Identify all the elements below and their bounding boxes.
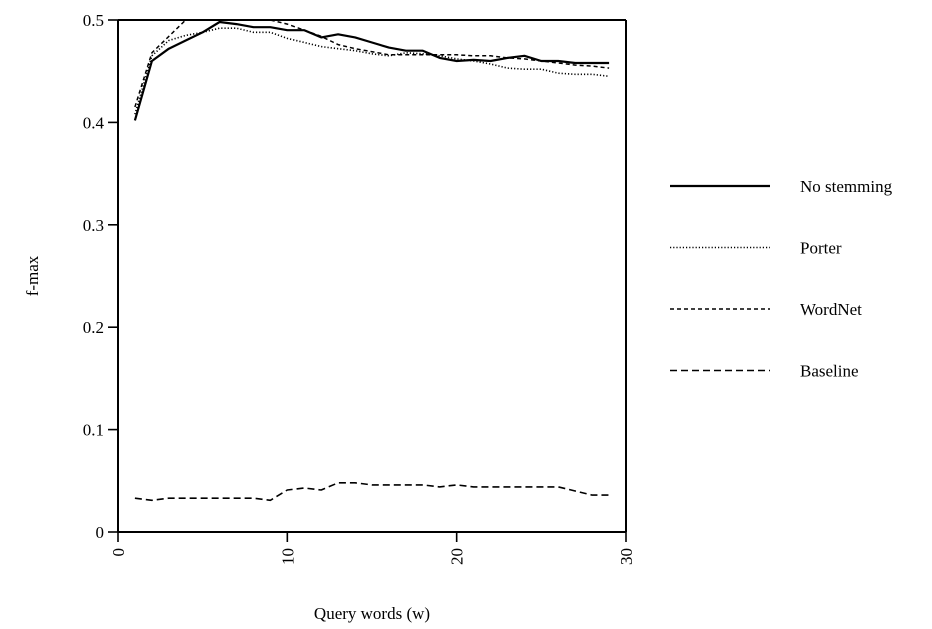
series-line-baseline xyxy=(134,481,610,502)
series-line-porter xyxy=(134,27,610,115)
legend-label: WordNet xyxy=(800,300,862,319)
legend-label: Baseline xyxy=(800,362,859,381)
x-tick-label: 20 xyxy=(448,548,467,565)
series-layer xyxy=(133,19,610,502)
legend-item-porter: Porter xyxy=(670,239,842,258)
x-tick-label: 0 xyxy=(109,548,128,557)
x-tick-label: 30 xyxy=(617,548,636,565)
y-axis-label: f-max xyxy=(23,255,42,296)
y-tick-label: 0.4 xyxy=(83,113,105,132)
y-tick-label: 0.1 xyxy=(83,421,104,440)
series-line-no-stemming xyxy=(133,20,610,121)
legend-item-no-stemming: No stemming xyxy=(670,177,893,196)
legend: No stemming Porter WordNet Baseline xyxy=(670,177,893,381)
y-tick-label: 0.2 xyxy=(83,318,104,337)
legend-item-wordnet: WordNet xyxy=(670,300,862,319)
legend-label: Porter xyxy=(800,239,842,258)
x-axis-label: Query words (w) xyxy=(314,604,430,623)
tick-layer: 0 0.1 0.2 0.3 0.4 0.5 0 10 20 30 xyxy=(83,11,636,565)
y-tick-label: 0 xyxy=(96,523,105,542)
y-tick-label: 0.5 xyxy=(83,11,104,30)
legend-label: No stemming xyxy=(800,177,893,196)
y-tick-label: 0.3 xyxy=(83,216,104,235)
series-line-wordnet xyxy=(134,19,610,108)
x-tick-label: 10 xyxy=(278,548,297,565)
legend-item-baseline: Baseline xyxy=(670,362,859,381)
axes xyxy=(117,19,627,533)
